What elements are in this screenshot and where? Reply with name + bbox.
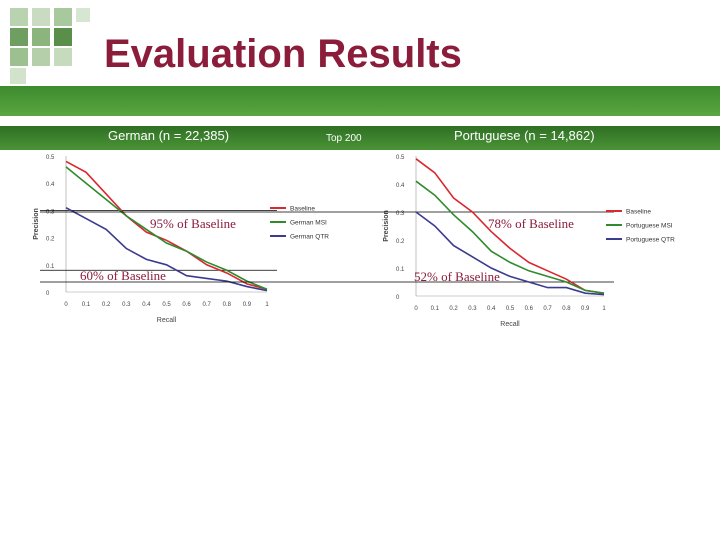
series-line-qtr	[65, 206, 268, 292]
charts-canvas: 0 0.1 0.2 0.3 0.4 0.5 0 0.1 0.2 0.3 0.4 0.5 0.6 0.7 0.…	[33, 155, 675, 328]
header-band	[0, 126, 720, 150]
chart-german: 00.10.20.30.40.500.10.20.30.40.50.60.70.…	[33, 155, 329, 324]
legend-entry: Portuguese MSI	[626, 223, 673, 230]
annotation-label: 95% of Baseline	[150, 216, 236, 231]
x-tick-label: 0.2	[449, 306, 458, 312]
x-tick-label: 0.6	[182, 302, 191, 308]
x-axis-label: Recall	[500, 321, 520, 328]
y-axis-label: Precision	[383, 210, 390, 242]
header-german: German (n = 22,385)	[108, 128, 230, 143]
series-line-msi	[415, 180, 605, 294]
legend-entry: Baseline	[626, 209, 651, 216]
y-tick-label: 0	[396, 295, 400, 301]
chart-portuguese: 0 0.1 0.2 0.3 0.4 0.5 0 0.1 0.2 0.3 0.4 0.5 0.6 0.7 0.…	[40, 155, 675, 328]
x-tick-label: 0.3	[122, 302, 131, 308]
annotation-label: 52% of Baseline	[414, 269, 500, 284]
x-tick-label: 0.2	[102, 302, 111, 308]
x-tick-label: 0	[64, 302, 68, 308]
slide-title: Evaluation Results	[104, 32, 462, 76]
y-tick-label: 0.2	[396, 239, 405, 245]
series-line-baseline	[65, 160, 268, 291]
x-tick-label: 1	[265, 302, 269, 308]
x-tick-label: 0.9	[243, 302, 252, 308]
x-tick-label: 0	[414, 306, 418, 312]
x-tick-label: 0.8	[223, 302, 232, 308]
x-tick-label: 0.5	[506, 306, 515, 312]
y-tick-label: 0.3	[396, 211, 405, 217]
y-tick-label: 0.4	[46, 182, 55, 188]
legend-entry: German QTR	[290, 234, 329, 241]
series-line-baseline	[415, 158, 605, 294]
x-tick-label: 0.7	[543, 306, 552, 312]
annotation-label: 78% of Baseline	[488, 216, 574, 231]
y-axis-label: Precision	[33, 208, 40, 240]
x-tick-label: 0.5	[162, 302, 171, 308]
series-line-msi	[65, 166, 268, 291]
y-tick-label: 0.5	[46, 155, 55, 161]
x-tick-label: 0.1	[431, 306, 440, 312]
y-tick-label: 0.2	[46, 237, 55, 243]
x-tick-label: 0.1	[82, 302, 91, 308]
y-tick-label: 0.1	[396, 267, 405, 273]
title-divider-band	[0, 86, 720, 116]
x-tick-label: 0.9	[581, 306, 590, 312]
legend-entry: Baseline	[290, 206, 315, 213]
series-line-qtr	[415, 211, 605, 296]
legend-entry: German MSI	[290, 220, 327, 227]
x-tick-label: 0.7	[203, 302, 212, 308]
header-top200: Top 200	[326, 133, 362, 144]
y-tick-label: 0.4	[396, 183, 405, 189]
x-tick-label: 0.4	[142, 302, 151, 308]
x-tick-label: 0.4	[487, 306, 496, 312]
x-axis-label: Recall	[157, 317, 177, 324]
y-tick-label: 0	[46, 291, 50, 297]
header-portuguese: Portuguese (n = 14,862)	[454, 128, 595, 143]
y-tick-label: 0.1	[46, 264, 55, 270]
x-tick-label: 0.8	[562, 306, 571, 312]
y-tick-label: 0.5	[396, 155, 405, 161]
x-tick-label: 0.3	[468, 306, 477, 312]
legend-entry: Portuguese QTR	[626, 237, 675, 244]
x-tick-label: 0.6	[525, 306, 534, 312]
x-tick-label: 1	[602, 306, 606, 312]
annotation-label: 60% of Baseline	[80, 268, 166, 283]
